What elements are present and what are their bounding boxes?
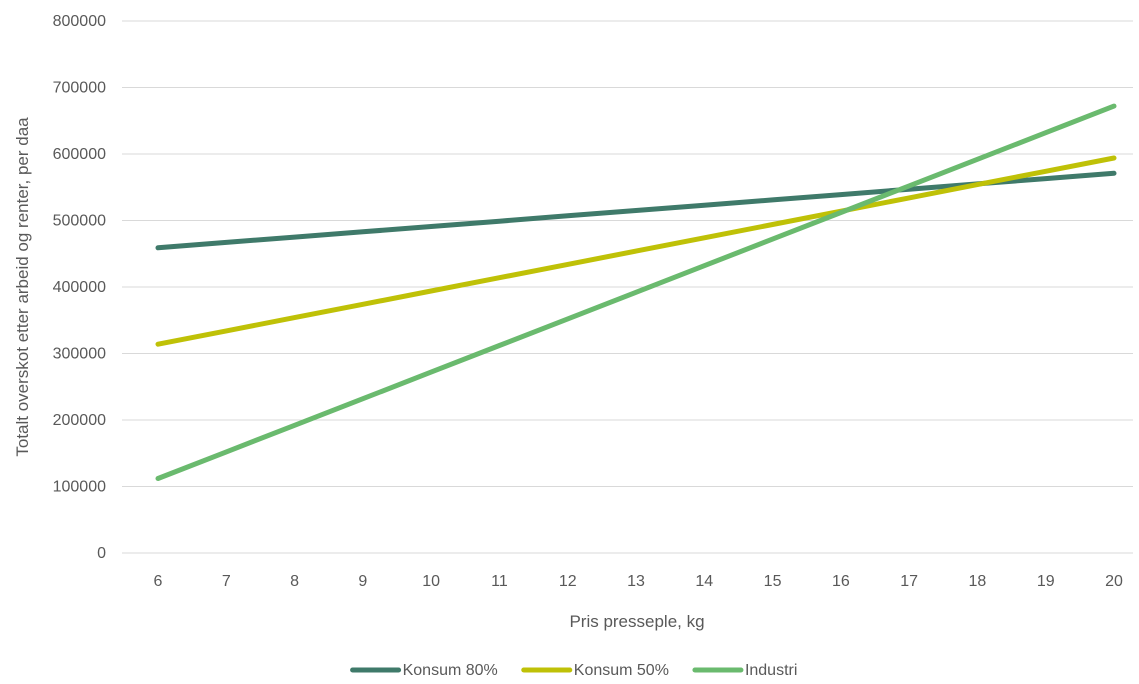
x-tick-label: 16 <box>832 573 850 590</box>
y-axis-title: Totalt overskot etter arbeid og renter, … <box>13 117 32 457</box>
gridlines <box>122 20 1133 554</box>
x-tick-label: 12 <box>559 573 577 590</box>
x-tick-label: 13 <box>627 573 645 590</box>
series-line-1 <box>155 170 1117 251</box>
x-axis-title: Pris presseple, kg <box>569 612 704 631</box>
series-lines <box>155 103 1117 481</box>
x-tick-label: 7 <box>222 573 231 590</box>
y-axis: 0 100000 200000 300000 400000 500000 600000 700… <box>53 13 106 562</box>
x-tick-label: 8 <box>290 573 299 590</box>
y-tick-label: 400000 <box>53 279 106 296</box>
y-tick-label: 500000 <box>53 213 106 230</box>
x-tick-label: 19 <box>1037 573 1055 590</box>
legend-label: Industri <box>745 662 797 679</box>
y-tick-label: 300000 <box>53 346 106 363</box>
y-tick-label: 700000 <box>53 80 106 97</box>
series-line-3 <box>155 103 1117 481</box>
legend-label: Konsum 50% <box>574 662 669 679</box>
x-tick-label: 20 <box>1105 573 1123 590</box>
y-tick-label: 200000 <box>53 412 106 429</box>
series-line-2 <box>155 155 1117 347</box>
y-tick-label: 100000 <box>53 479 106 496</box>
x-tick-label: 18 <box>969 573 987 590</box>
x-tick-label: 14 <box>695 573 713 590</box>
y-tick-label: 800000 <box>53 13 106 30</box>
x-tick-label: 6 <box>154 573 163 590</box>
x-axis: 6 7 8 9 10 11 12 13 14 15 16 17 18 19 20 <box>154 573 1123 590</box>
x-tick-label: 10 <box>422 573 440 590</box>
x-tick-label: 11 <box>491 573 508 590</box>
legend-label: Konsum 80% <box>403 662 498 679</box>
x-tick-label: 15 <box>764 573 782 590</box>
y-tick-label: 0 <box>97 545 106 562</box>
legend: Konsum 80% Konsum 50% Industri <box>350 662 797 679</box>
x-tick-label: 17 <box>900 573 918 590</box>
y-tick-label: 600000 <box>53 146 106 163</box>
x-tick-label: 9 <box>358 573 367 590</box>
